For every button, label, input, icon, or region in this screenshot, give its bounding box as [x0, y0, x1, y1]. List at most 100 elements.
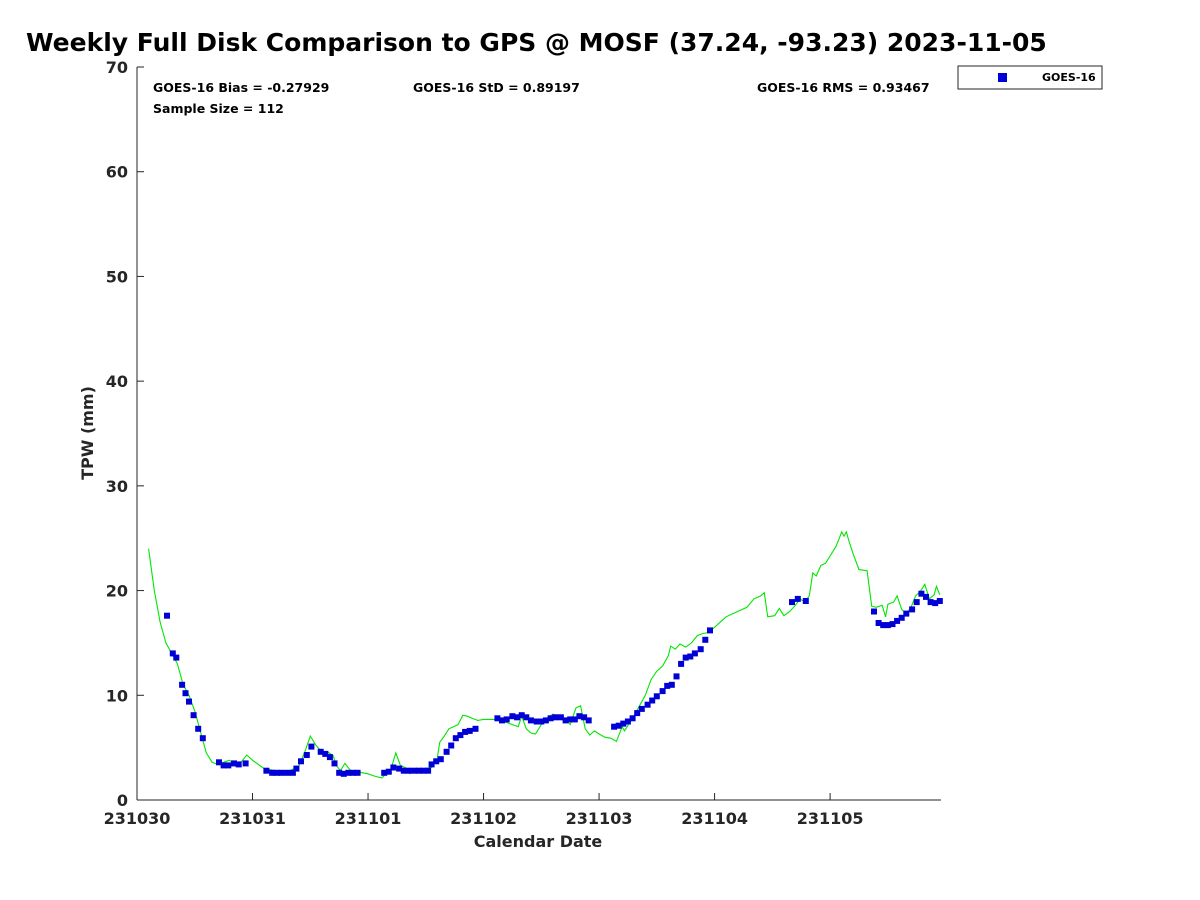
- goes-16-point: [303, 752, 310, 758]
- goes-16-point: [433, 758, 440, 765]
- x-tick-label: 231030: [104, 809, 171, 828]
- goes-16-point: [499, 717, 505, 724]
- goes-16-point: [585, 717, 592, 724]
- goes-16-point: [381, 769, 388, 776]
- goes-16-point: [634, 710, 641, 717]
- goes-16-point: [542, 717, 549, 724]
- y-tick-label: 0: [117, 791, 128, 810]
- goes-16-point: [923, 593, 929, 600]
- goes-16-point: [195, 725, 202, 732]
- goes-16-point: [452, 735, 459, 742]
- goes-16-point: [242, 760, 249, 767]
- goes-16-point: [179, 681, 186, 688]
- goes-16-point: [538, 718, 545, 725]
- goes-16-point: [880, 622, 887, 629]
- legend-label-goes-16: GOES-16: [1042, 71, 1096, 84]
- goes-16-point: [428, 761, 435, 768]
- goes-16-point: [326, 754, 333, 761]
- goes-16-point: [472, 725, 479, 732]
- goes-16-point: [411, 767, 418, 774]
- std-stat: GOES-16 StD = 0.89197: [413, 80, 580, 95]
- goes-16-point: [678, 660, 685, 667]
- goes-16-point: [668, 681, 675, 688]
- goes-16-point: [199, 735, 206, 742]
- y-tick-label: 30: [106, 477, 128, 496]
- goes-16-point: [443, 748, 450, 755]
- goes-16-point: [687, 653, 694, 660]
- goes-16-point: [466, 727, 473, 734]
- goes-16-point: [390, 764, 397, 771]
- goes-16-point: [567, 716, 574, 723]
- chart-title: Weekly Full Disk Comparison to GPS @ MOS…: [26, 28, 1047, 57]
- gps-line-group: [148, 530, 941, 779]
- goes-16-point: [629, 715, 636, 722]
- goes-16-point: [340, 770, 347, 777]
- goes-16-point: [547, 715, 554, 722]
- goes-16-point: [794, 595, 801, 602]
- x-axis-label: Calendar Date: [474, 832, 603, 851]
- x-tick-label: 231031: [219, 809, 286, 828]
- goes-16-point: [927, 599, 934, 606]
- goes-16-point: [231, 760, 237, 767]
- sample-size-stat: Sample Size = 112: [153, 101, 284, 116]
- goes-16-point: [898, 614, 905, 621]
- goes-16-point: [557, 714, 564, 721]
- y-tick-label: 50: [106, 267, 128, 286]
- goes-16-point: [936, 598, 943, 604]
- goes-16-point: [308, 743, 315, 750]
- goes-16-point: [509, 713, 516, 720]
- goes-16-point: [220, 762, 227, 769]
- goes-16-point: [385, 768, 392, 775]
- goes-16-point: [932, 600, 939, 607]
- goes-16-point: [903, 610, 910, 617]
- goes-16-point: [638, 705, 645, 712]
- goes-16-point: [913, 599, 920, 606]
- goes-16-point: [164, 612, 170, 619]
- goes-16-point: [225, 762, 232, 769]
- goes-16-point: [523, 714, 530, 721]
- goes-16-point: [173, 654, 180, 661]
- goes-16-point: [871, 608, 877, 615]
- goes-16-point: [518, 712, 525, 719]
- goes-16-point: [289, 769, 296, 776]
- goes-16-point: [615, 722, 622, 729]
- goes-16-point: [317, 748, 324, 755]
- goes-16-point: [653, 693, 660, 700]
- goes-16-point: [611, 723, 618, 730]
- goes-16-point: [624, 718, 631, 725]
- goes-16-point: [278, 769, 285, 776]
- goes-16-point: [415, 767, 422, 774]
- goes-16-point: [702, 636, 709, 643]
- goes-16-point: [437, 756, 444, 763]
- goes-16-point: [269, 769, 276, 776]
- goes-16-point: [425, 767, 432, 774]
- goes-16-point: [322, 750, 329, 757]
- goes-16-point: [697, 646, 704, 653]
- goes-16-point: [571, 716, 578, 723]
- goes-16-point: [235, 761, 242, 768]
- goes-16-point: [462, 728, 469, 735]
- y-tick-label: 60: [106, 163, 128, 182]
- goes-16-point: [186, 698, 192, 705]
- goes-16-point: [875, 620, 882, 626]
- goes-16-point: [298, 758, 304, 765]
- goes-16-point: [169, 650, 176, 657]
- goes-16-point: [190, 712, 197, 719]
- goes-16-point: [552, 714, 559, 721]
- goes-16-point: [691, 650, 698, 657]
- goes-16-point: [664, 682, 671, 689]
- goes-16-point: [263, 767, 270, 774]
- goes-16-point: [576, 713, 583, 720]
- goes-16-point: [894, 617, 901, 624]
- y-tick-label: 70: [106, 58, 128, 77]
- x-tick-label: 231101: [335, 809, 402, 828]
- goes-16-point: [644, 701, 651, 708]
- x-tick-label: 231103: [566, 809, 633, 828]
- gps-tpw-line: [148, 530, 941, 779]
- x-tick-label: 231104: [681, 809, 748, 828]
- goes-16-point: [216, 759, 222, 766]
- goes-16-point: [503, 716, 510, 723]
- goes-16-point: [620, 720, 627, 727]
- goes-16-point: [273, 769, 280, 776]
